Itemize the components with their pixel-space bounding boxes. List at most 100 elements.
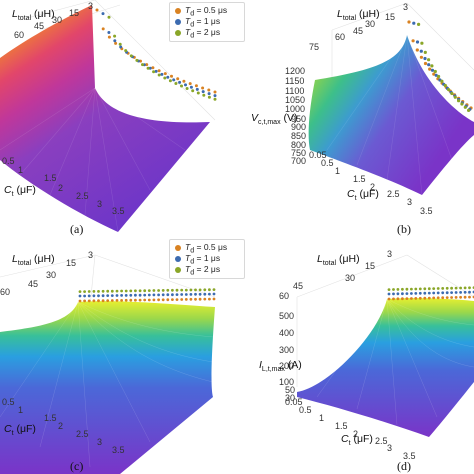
marker-dot: [423, 296, 427, 300]
marker-dot: [113, 39, 117, 43]
z-tick-d-2: 300: [279, 345, 295, 355]
legend-item-0: Td = 0.5 μs: [175, 5, 227, 18]
c-tick-d-0: 0.05: [285, 397, 303, 407]
z-tick-b-9: 750: [291, 148, 307, 158]
c-tick-a-6: 3.5: [112, 206, 125, 216]
marker-dot: [418, 291, 422, 295]
marker-dot: [198, 288, 202, 292]
legend-dot-b1: [175, 255, 181, 262]
marker-dot: [445, 286, 449, 290]
marker-dot: [392, 292, 395, 296]
marker-dot: [207, 95, 211, 99]
marker-dot: [392, 288, 395, 291]
marker-dot: [135, 58, 139, 62]
marker-dot: [454, 291, 458, 294]
marker-dot: [147, 293, 151, 297]
legend-dot-b2: [175, 266, 181, 273]
marker-dot: [423, 50, 427, 55]
panel-b: Ltotal (μH) 75 60 45 30 15 3 1200 1150 1…: [237, 0, 474, 237]
marker-dot: [441, 291, 445, 295]
z-tick-d-6: 30: [285, 393, 296, 403]
marker-dot: [405, 297, 409, 300]
c-tick-c-5: 3: [97, 437, 103, 447]
marker-dot: [191, 89, 195, 93]
marker-dot: [208, 288, 211, 292]
ltotal-axis-title-b: Ltotal (μH): [337, 8, 380, 23]
ltotal-axis-title-d: Ltotal (μH): [317, 253, 360, 268]
l-tick-d-4: 3: [387, 249, 393, 259]
marker-dot: [460, 102, 464, 106]
marker-dot: [401, 297, 404, 301]
marker-dot: [445, 296, 449, 299]
marker-dot: [143, 289, 147, 293]
marker-dot: [182, 79, 186, 83]
marker-dot: [171, 288, 174, 292]
marker-dot: [120, 294, 123, 297]
marker-dot: [87, 290, 91, 293]
marker-dot: [427, 296, 431, 300]
marker-dot: [110, 289, 114, 293]
z-tick-d-0: 500: [279, 311, 295, 321]
marker-dot: [445, 291, 449, 295]
c-tick-b-3: 1.5: [353, 174, 366, 184]
caption-c: (c): [70, 459, 84, 473]
marker-dot: [110, 299, 114, 302]
marker-dot: [106, 289, 110, 293]
plot-b-graphics: [308, 2, 474, 196]
l-tick-d-2: 30: [345, 273, 356, 283]
marker-dot: [432, 287, 436, 290]
z-tick-b-10: 700: [291, 156, 307, 166]
marker-dot: [417, 22, 421, 26]
marker-dot: [450, 286, 453, 290]
vc-axis-title-b: Vc,t,max (V): [251, 112, 298, 127]
marker-dot: [115, 299, 119, 302]
legend-dot-0: [175, 7, 181, 14]
marker-dot: [203, 297, 207, 301]
marker-dot: [454, 296, 458, 299]
marker-dot: [450, 91, 454, 96]
marker-dot: [166, 75, 170, 79]
marker-dot: [124, 49, 128, 53]
marker-dot: [120, 289, 123, 293]
marker-dot: [92, 294, 96, 298]
c-tick-b-6: 3: [407, 197, 413, 207]
marker-dot: [176, 77, 180, 81]
marker-dot: [124, 289, 128, 293]
marker-dot: [106, 294, 110, 297]
c-tick-d-1: 0.5: [299, 405, 312, 415]
ltotal-axis-title-c: Ltotal (μH): [12, 253, 55, 268]
marker-dot: [201, 86, 205, 90]
marker-dot: [129, 54, 133, 58]
z-tick-b-6: 900: [291, 122, 307, 132]
marker-dot: [396, 292, 400, 296]
legend-bottom: Td = 0.5 μs Td = 1 μs Td = 2 μs: [169, 239, 245, 279]
legend-item-1: Td = 1 μs: [175, 16, 220, 29]
marker-dot: [161, 298, 165, 302]
marker-dot: [141, 63, 144, 67]
marker-dot: [468, 290, 471, 294]
dot-curves-d: [387, 286, 474, 301]
c-tick-b-5: 2.5: [387, 189, 400, 199]
marker-dot: [171, 293, 174, 297]
marker-dot: [185, 87, 189, 90]
marker-dot: [423, 287, 427, 291]
c-tick-c-0: 0.5: [2, 397, 15, 407]
ct-axis-title-b: Ct (μF): [347, 188, 379, 203]
marker-dot: [436, 287, 440, 290]
plot-a-graphics: [0, 0, 217, 233]
marker-dot: [423, 56, 427, 61]
legend-top: Td = 0.5 μs Td = 1 μs Td = 2 μs: [169, 2, 245, 42]
legend-item-b0: Td = 0.5 μs: [175, 242, 227, 255]
surface-b: [308, 35, 474, 195]
marker-dot: [415, 40, 420, 44]
c-tick-c-1: 1: [18, 405, 24, 415]
marker-dot: [95, 8, 99, 12]
marker-dot: [92, 290, 96, 293]
c-tick-b-0: 0.05: [309, 150, 327, 160]
marker-dot: [437, 74, 441, 79]
l-tick-c-1: 45: [28, 279, 39, 289]
marker-dot: [418, 287, 422, 291]
marker-dot: [180, 288, 184, 292]
marker-dot: [463, 286, 467, 290]
marker-dot: [170, 74, 173, 78]
